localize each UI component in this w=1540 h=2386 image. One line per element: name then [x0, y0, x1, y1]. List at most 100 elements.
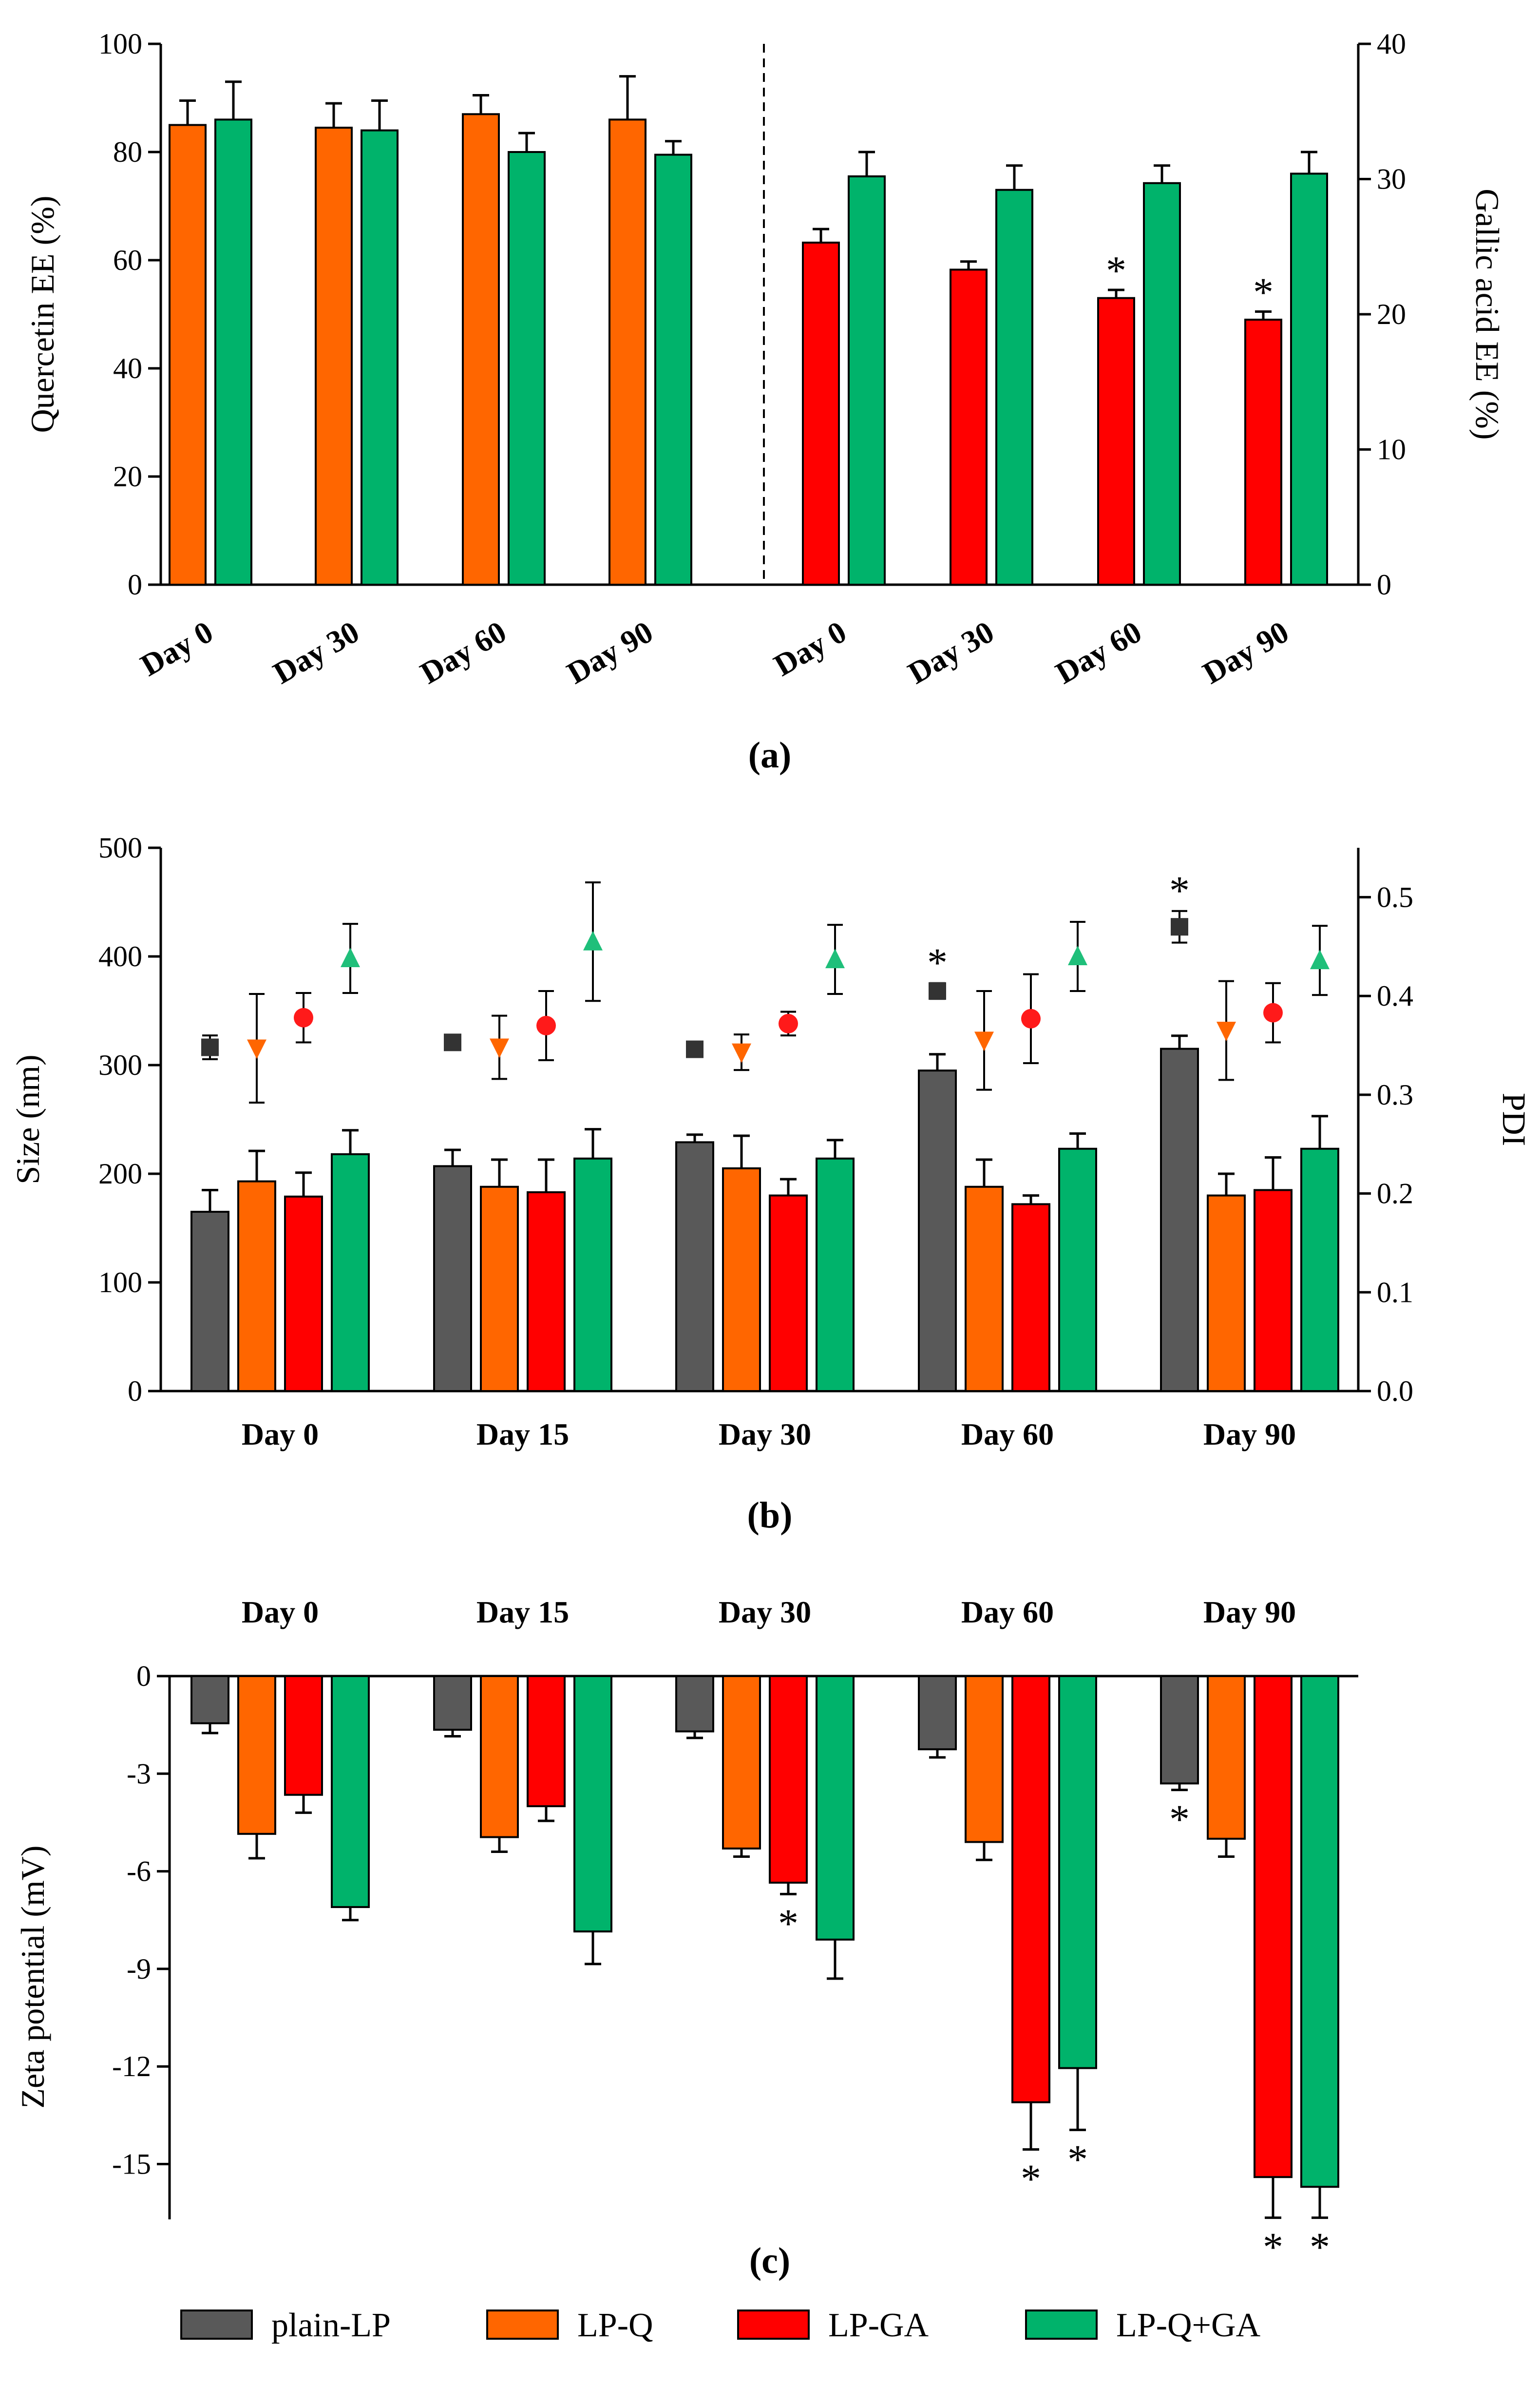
- size-bar-lp_q: [1207, 1194, 1246, 1393]
- significance-marker: *: [1169, 868, 1190, 914]
- pdi-marker-lp_ga: [536, 1015, 556, 1035]
- significance-marker: *: [1263, 2225, 1283, 2270]
- bar-plain_lp: [433, 1675, 472, 1731]
- size-bar-lp_q: [722, 1167, 761, 1393]
- panel-c-zeta-chart: 0 -3 -6 -9 -12 -15 Zeta potential (mV) * * * * * * Da…: [14, 1595, 1358, 2270]
- bar-left-lp_q_ga: [654, 153, 692, 586]
- significance-marker: *: [1106, 248, 1126, 293]
- left-tick-label: -9: [127, 1953, 151, 1985]
- size-bar-lp_ga: [527, 1191, 566, 1392]
- panel-b-size-pdi-chart: 0 100 200 300 400 500 0.0 0.1 0.2 0.3 0.4 0.5 Size (…: [9, 832, 1533, 1451]
- significance-marker: *: [1310, 2225, 1330, 2270]
- bar-right-lp_q_ga: [1290, 172, 1328, 586]
- panel-c-label: (c): [749, 2240, 790, 2281]
- bar-lp_ga: [1011, 1675, 1050, 2103]
- bar-lp_q: [480, 1675, 519, 1838]
- left-tick-label: 0: [136, 1660, 151, 1692]
- bar-right-lp_ga: [950, 268, 988, 586]
- legend-swatch-lp_q_ga: [1025, 2310, 1098, 2340]
- pdi-marker-lp_ga: [294, 1008, 313, 1028]
- pdi-marker-lp_q_ga: [1310, 950, 1330, 970]
- size-bar-lp_q_ga: [816, 1157, 855, 1393]
- category-label-left: Day 0: [134, 614, 219, 683]
- category-label: Day 0: [242, 1417, 319, 1451]
- bar-right-lp_q_ga: [1143, 182, 1181, 586]
- left-axis-title: Quercetin EE (%): [24, 195, 61, 433]
- right-tick-label: 30: [1377, 163, 1406, 195]
- left-tick-label: -12: [112, 2050, 151, 2082]
- pdi-marker-lp_ga: [1021, 1009, 1041, 1029]
- bar-lp_q: [1207, 1675, 1246, 1840]
- right-axis-title: Gallic acid EE (%): [1469, 189, 1506, 439]
- legend-swatch-lp_ga: [737, 2310, 810, 2340]
- category-label-right: Day 30: [902, 614, 1000, 691]
- left-axis-title: Size (nm): [9, 1054, 46, 1184]
- bar-lp_ga: [527, 1675, 566, 1808]
- bar-right-lp_q_ga: [995, 189, 1033, 586]
- bar-left-lp_q_ga: [361, 129, 399, 586]
- category-label-right: Day 90: [1197, 614, 1294, 691]
- pdi-marker-lp_q_ga: [341, 948, 360, 968]
- legend-swatch-lp_q: [486, 2310, 559, 2340]
- category-label: Day 90: [1203, 1417, 1296, 1451]
- right-tick-label: 0.1: [1377, 1276, 1413, 1308]
- size-bar-lp_ga: [769, 1194, 808, 1393]
- bar-plain_lp: [675, 1675, 714, 1733]
- pdi-marker-lp_q: [732, 1043, 751, 1063]
- right-tick-label: 0.0: [1377, 1375, 1413, 1407]
- left-tick-label: 300: [98, 1049, 142, 1081]
- bar-right-lp_ga: [1097, 297, 1135, 586]
- category-label-right: Day 60: [1050, 614, 1147, 691]
- right-tick-label: 0.5: [1377, 881, 1413, 913]
- right-tick-label: 20: [1377, 298, 1406, 330]
- size-bar-lp_q_ga: [1300, 1147, 1339, 1392]
- bar-lp_ga: [769, 1675, 808, 1884]
- pdi-marker-lp_ga: [779, 1013, 798, 1033]
- size-bar-lp_ga: [1011, 1203, 1050, 1392]
- category-label: Day 60: [961, 1595, 1054, 1629]
- left-tick-label: 40: [113, 352, 142, 384]
- significance-marker: *: [1169, 1797, 1190, 1842]
- left-tick-label: 100: [98, 28, 142, 60]
- legend-swatch-plain_lp: [180, 2310, 253, 2340]
- bar-lp_ga: [1254, 1675, 1293, 2178]
- bar-plain_lp: [1160, 1675, 1199, 1785]
- category-label: Day 15: [476, 1417, 569, 1451]
- bar-lp_q_ga: [331, 1675, 370, 1909]
- bar-lp_ga: [284, 1675, 323, 1796]
- bar-left-lp_q: [462, 113, 500, 586]
- size-bar-plain_lp: [675, 1141, 714, 1393]
- category-label-left: Day 60: [415, 614, 512, 691]
- pdi-marker-lp_q: [974, 1031, 994, 1051]
- left-tick-label: 400: [98, 940, 142, 973]
- bar-plain_lp: [190, 1675, 229, 1724]
- bar-lp_q_ga: [573, 1675, 612, 1933]
- right-tick-label: 10: [1377, 434, 1406, 466]
- right-tick-label: 0.4: [1377, 980, 1413, 1012]
- left-tick-label: 200: [98, 1158, 142, 1190]
- left-axis-title: Zeta potential (mV): [14, 1845, 51, 2108]
- legend: plain-LP LP-Q LP-GA LP-Q+GA: [180, 2307, 1261, 2344]
- left-tick-label: -6: [127, 1855, 151, 1888]
- right-tick-label: 0.3: [1377, 1079, 1413, 1111]
- bar-lp_q: [965, 1675, 1004, 1843]
- left-tick-label: -3: [127, 1757, 151, 1790]
- bar-right-lp_ga: [1244, 319, 1282, 586]
- left-tick-label: 0: [128, 1375, 142, 1407]
- size-bar-lp_q_ga: [331, 1153, 370, 1393]
- bar-left-lp_q_ga: [214, 118, 252, 586]
- legend-label-lp_q: LP-Q: [577, 2307, 653, 2344]
- size-bar-plain_lp: [433, 1165, 472, 1392]
- pdi-marker-lp_q: [490, 1038, 509, 1058]
- significance-marker: *: [927, 940, 948, 986]
- category-label: Day 90: [1203, 1595, 1296, 1629]
- pdi-marker-lp_q: [247, 1039, 266, 1059]
- size-bar-plain_lp: [918, 1069, 957, 1392]
- pdi-marker-plain_lp: [444, 1033, 461, 1051]
- pdi-marker-plain_lp: [686, 1040, 703, 1058]
- pdi-marker-lp_q_ga: [583, 931, 603, 951]
- size-bar-lp_q_ga: [1058, 1147, 1097, 1392]
- pdi-marker-lp_q: [1217, 1022, 1236, 1042]
- left-tick-label: 100: [98, 1266, 142, 1298]
- left-tick-label: 60: [113, 244, 142, 276]
